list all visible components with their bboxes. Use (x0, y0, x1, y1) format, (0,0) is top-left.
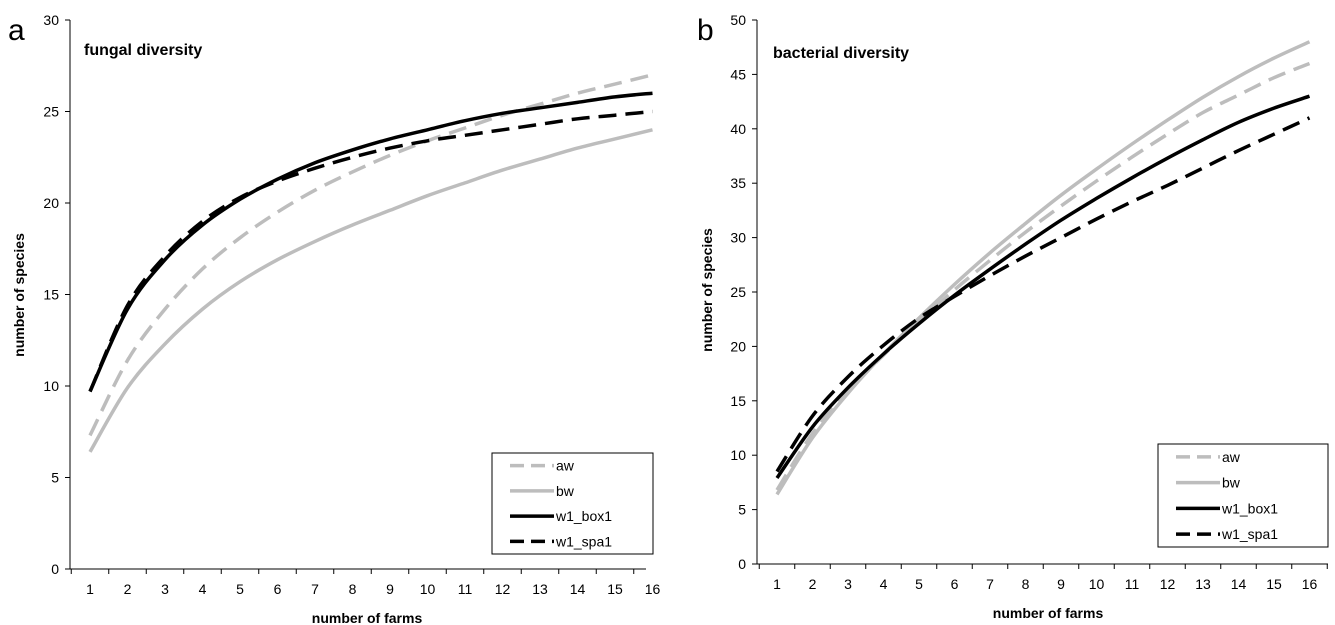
x-tick-label: 13 (532, 581, 548, 597)
legend-label-w1-box1: w1_box1 (555, 508, 612, 524)
x-tick-label: 13 (1195, 576, 1211, 592)
y-tick-label: 30 (43, 12, 59, 28)
x-axis-title: number of farms (312, 610, 423, 625)
x-tick-label: 12 (1160, 576, 1176, 592)
x-tick-label: 8 (1022, 576, 1030, 592)
y-tick-label: 20 (43, 195, 59, 211)
legend-label-bw: bw (1222, 475, 1241, 491)
x-tick-label: 14 (1231, 576, 1247, 592)
y-tick-label: 15 (730, 393, 746, 409)
y-tick-label: 45 (730, 66, 746, 82)
y-tick-label: 15 (43, 287, 59, 303)
x-tick-label: 15 (1266, 576, 1282, 592)
x-tick-label: 10 (1089, 576, 1105, 592)
x-tick-label: 15 (607, 581, 623, 597)
legend-label-w1-spa1: w1_spa1 (555, 533, 612, 549)
legend-label-w1-spa1: w1_spa1 (1221, 526, 1278, 542)
x-tick-label: 16 (1302, 576, 1318, 592)
legend-box (491, 452, 654, 555)
series-line-w1-box1 (88, 91, 653, 393)
y-tick-label: 20 (730, 338, 746, 354)
x-tick-label: 2 (124, 581, 132, 597)
y-tick-label: 5 (738, 502, 746, 518)
legend-label-aw: aw (556, 458, 575, 474)
x-tick-label: 3 (161, 581, 169, 597)
x-tick-label: 4 (880, 576, 888, 592)
legend: aw bw w1_box1 w1_spa1 (491, 452, 654, 555)
x-tick-label: 10 (420, 581, 436, 597)
series-line-w1-box1 (775, 94, 1311, 479)
y-tick-label: 0 (738, 556, 746, 572)
y-axis-title: number of species (699, 228, 715, 352)
legend-label-aw: aw (1222, 449, 1241, 465)
x-tick-label: 11 (458, 581, 473, 597)
chart-title: bacterial diversity (773, 45, 909, 62)
y-axis-title: number of species (11, 233, 27, 357)
series-line-bw (775, 40, 1311, 496)
x-tick-label: 5 (915, 576, 923, 592)
x-tick-label: 6 (951, 576, 959, 592)
y-tick-label: 25 (730, 284, 746, 300)
y-tick-label: 10 (43, 378, 59, 394)
chart-title: fungal diversity (84, 42, 202, 59)
x-tick-label: 5 (236, 581, 244, 597)
y-tick-label: 10 (730, 447, 746, 463)
y-tick-label: 50 (730, 12, 746, 28)
y-tick-label: 30 (730, 230, 746, 246)
x-tick-label: 14 (570, 581, 586, 597)
x-tick-label: 6 (274, 581, 282, 597)
x-tick-label: 4 (199, 581, 207, 597)
series-line-aw (88, 73, 653, 437)
x-tick-label: 11 (1125, 576, 1140, 592)
x-tick-label: 1 (773, 576, 781, 592)
x-tick-label: 16 (645, 581, 661, 597)
y-tick-label: 35 (730, 175, 746, 191)
y-tick-label: 25 (43, 104, 59, 120)
legend-label-bw: bw (556, 483, 575, 499)
legend-label-w1-box1: w1_box1 (1221, 500, 1278, 516)
panel-letter: b (697, 14, 714, 47)
x-tick-label: 2 (809, 576, 817, 592)
x-tick-label: 12 (495, 581, 511, 597)
x-tick-label: 9 (386, 581, 394, 597)
series-line-bw (88, 128, 653, 453)
y-tick-label: 40 (730, 121, 746, 137)
x-tick-label: 3 (844, 576, 852, 592)
x-tick-label: 7 (986, 576, 994, 592)
panel-letter: a (8, 14, 25, 47)
x-axis-title: number of farms (993, 605, 1104, 621)
y-tick-label: 5 (51, 470, 59, 486)
legend: aw bw w1_box1 w1_spa1 (1157, 443, 1329, 548)
x-tick-label: 1 (86, 581, 94, 597)
x-tick-label: 7 (311, 581, 319, 597)
legend-box (1157, 443, 1329, 548)
y-tick-label: 0 (51, 561, 59, 577)
x-tick-label: 8 (349, 581, 357, 597)
x-tick-label: 9 (1057, 576, 1065, 592)
series-line-w1-spa1 (775, 116, 1311, 473)
series-line-w1-spa1 (88, 109, 653, 393)
